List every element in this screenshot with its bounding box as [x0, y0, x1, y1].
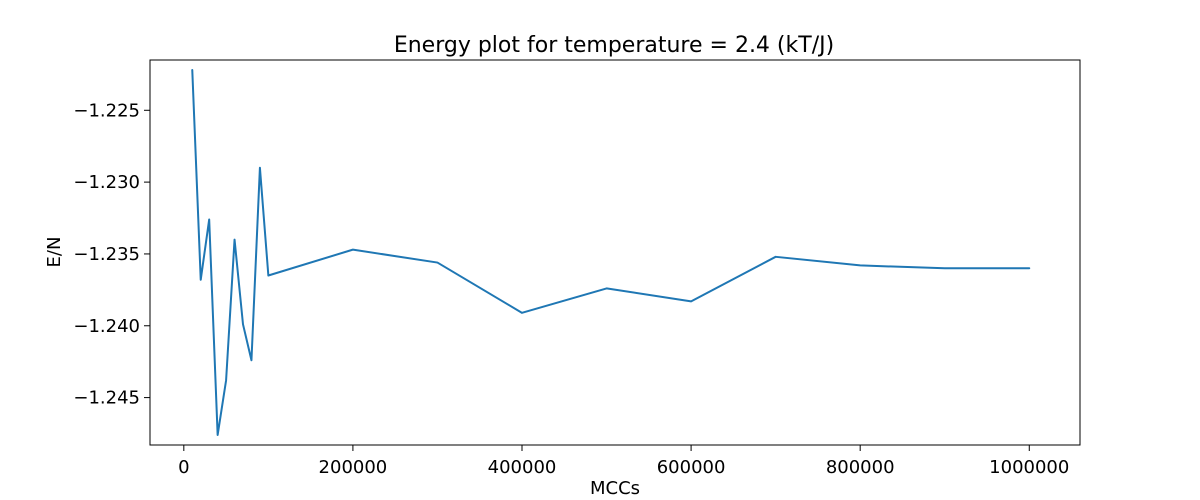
y-tick-label: −1.230: [73, 172, 140, 193]
plot-area-frame: [149, 59, 1081, 446]
chart-title: Energy plot for temperature = 2.4 (kT/J): [394, 33, 834, 58]
x-tick-label: 0: [178, 457, 189, 478]
y-axis-ticks: −1.225 −1.230 −1.235 −1.240 −1.245: [73, 100, 150, 409]
x-tick-label: 800000: [826, 457, 895, 478]
y-axis-label: E/N: [44, 237, 65, 268]
y-tick-label: −1.225: [73, 100, 140, 121]
x-tick-label: 200000: [319, 457, 388, 478]
x-axis-ticks: 0 200000 400000 600000 800000 1000000: [178, 445, 1069, 478]
x-tick-label: 400000: [488, 457, 557, 478]
y-tick-label: −1.240: [73, 316, 140, 337]
series-line: [191, 69, 1031, 436]
x-tick-label: 1000000: [989, 457, 1069, 478]
x-axis-label: MCCs: [590, 478, 640, 499]
y-tick-label: −1.235: [73, 244, 140, 265]
x-tick-label: 600000: [657, 457, 726, 478]
y-tick-label: −1.245: [73, 388, 140, 409]
